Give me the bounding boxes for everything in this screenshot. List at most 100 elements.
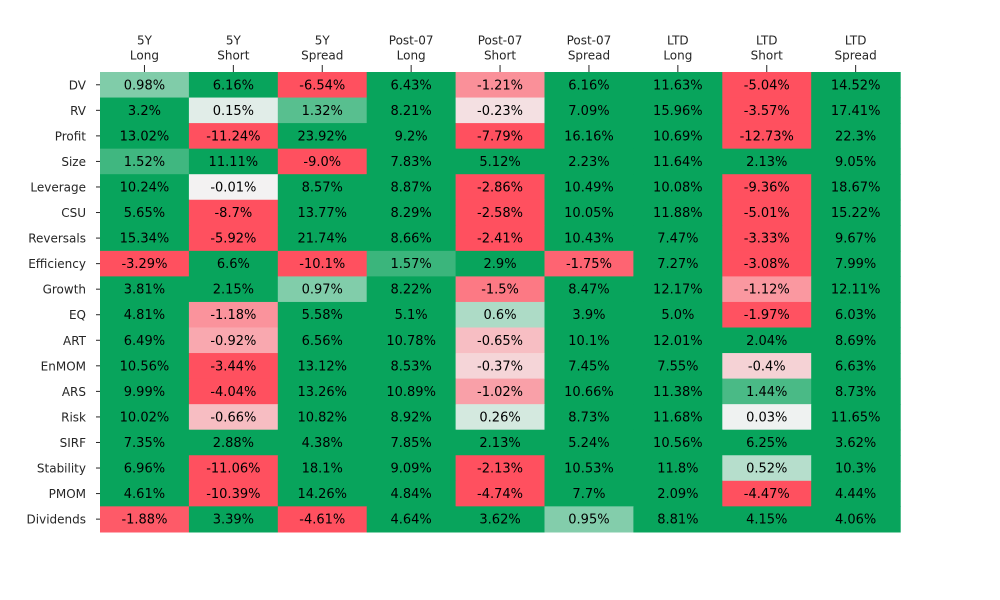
- cell-value-label: 8.53%: [390, 359, 431, 374]
- heatmap-cell: [188, 301, 279, 329]
- cell-value-label: 10.66%: [564, 385, 614, 400]
- cell-value-label: 2.23%: [568, 155, 609, 170]
- cell-value-label: -10.39%: [206, 487, 260, 502]
- cell-value-label: 4.15%: [746, 513, 787, 528]
- cell-value-label: 2.15%: [213, 283, 254, 298]
- heatmap-cell: [722, 72, 812, 99]
- heatmap-cell: [100, 276, 190, 303]
- heatmap-cell: [722, 353, 812, 380]
- cell-value-label: 7.45%: [568, 359, 609, 374]
- heatmap-cell: [100, 353, 190, 380]
- heatmap-cell: [277, 174, 368, 201]
- heatmap-cell: [722, 378, 812, 405]
- heatmap-cell: [633, 353, 723, 380]
- cell-value-label: 4.44%: [835, 487, 876, 502]
- cell-value-label: 3.81%: [124, 283, 165, 298]
- cell-value-label: 0.95%: [568, 513, 609, 528]
- cell-value-label: 8.87%: [390, 180, 431, 195]
- cell-value-label: 4.06%: [835, 513, 876, 528]
- cell-value-label: 5.1%: [395, 308, 428, 323]
- cell-value-label: 10.02%: [120, 410, 170, 425]
- heatmap-cell: [811, 250, 901, 277]
- column-tick-label: 5Y: [226, 34, 242, 48]
- heatmap-cell: [455, 225, 546, 252]
- cell-value-label: 1.57%: [390, 257, 431, 272]
- column-tick-label: LTD: [845, 34, 867, 48]
- heatmap-cell: [633, 506, 723, 533]
- heatmap-cell: [366, 378, 457, 405]
- cell-value-label: 9.09%: [390, 462, 431, 477]
- heatmap-cell: [366, 455, 457, 482]
- heatmap-cell: [366, 199, 457, 226]
- heatmap-cell: [722, 455, 812, 482]
- heatmap-cell: [277, 327, 368, 354]
- cell-value-label: -5.01%: [744, 206, 790, 221]
- heatmap-cell: [100, 506, 190, 533]
- heatmap-cell: [100, 404, 190, 431]
- cell-value-label: 6.16%: [568, 78, 609, 93]
- heatmap-cell: [811, 506, 901, 533]
- heatmap-cell: [188, 250, 279, 277]
- heatmap-cell: [455, 199, 546, 226]
- heatmap-cell: [188, 378, 279, 405]
- heatmap-cell: [722, 480, 812, 507]
- row-tick-label: CSU: [61, 206, 86, 220]
- cell-value-label: 7.47%: [657, 232, 698, 247]
- cell-value-label: 11.11%: [209, 155, 259, 170]
- cell-value-label: 5.0%: [661, 308, 694, 323]
- cell-value-label: 1.52%: [124, 155, 165, 170]
- heatmap-cell: [544, 276, 634, 303]
- heatmap-cell: [455, 72, 546, 99]
- cell-value-label: -8.7%: [214, 206, 252, 221]
- heatmap-cell: [277, 353, 368, 380]
- column-tick-label: Spread: [568, 49, 610, 63]
- heatmap-cell: [633, 327, 723, 354]
- cell-value-label: 11.65%: [831, 410, 881, 425]
- cell-value-label: 2.09%: [657, 487, 698, 502]
- heatmap-cell: [544, 250, 634, 277]
- cell-value-label: -0.65%: [477, 334, 523, 349]
- heatmap-cell: [188, 199, 279, 226]
- cell-value-label: 22.3%: [835, 129, 876, 144]
- heatmap-cell: [188, 480, 279, 507]
- column-tick-label: Spread: [835, 49, 877, 63]
- heatmap-cell: [811, 301, 901, 329]
- heatmap-cell: [544, 148, 634, 175]
- heatmap-cell: [366, 480, 457, 507]
- cell-value-label: 8.22%: [390, 283, 431, 298]
- cell-value-label: 15.22%: [831, 206, 881, 221]
- heatmap-cell: [455, 429, 546, 456]
- cell-value-label: -1.02%: [477, 385, 523, 400]
- cell-value-label: 0.26%: [479, 410, 520, 425]
- row-tick-label: Size: [61, 155, 86, 169]
- cell-value-label: 7.35%: [124, 436, 165, 451]
- cell-value-label: 0.52%: [746, 462, 787, 477]
- heatmap-cell: [455, 174, 546, 201]
- cell-value-label: -2.86%: [477, 180, 523, 195]
- heatmap-cell: [366, 353, 457, 380]
- heatmap-cell: [722, 301, 812, 329]
- heatmap-cell: [366, 148, 457, 175]
- heatmap-cell: [544, 506, 634, 533]
- heatmap-cell: [722, 506, 812, 533]
- cell-value-label: 7.09%: [568, 104, 609, 119]
- heatmap-cell: [277, 506, 368, 533]
- cell-value-label: -3.57%: [744, 104, 790, 119]
- column-tick-label: Post-07: [478, 34, 523, 48]
- cell-value-label: 23.92%: [297, 129, 347, 144]
- cell-value-label: 9.2%: [395, 129, 428, 144]
- cell-value-label: 3.2%: [128, 104, 161, 119]
- cell-value-label: 11.64%: [653, 155, 703, 170]
- column-tick-label: Long: [130, 49, 159, 63]
- cell-value-label: 5.12%: [479, 155, 520, 170]
- cell-value-label: 10.49%: [564, 180, 614, 195]
- heatmap-cell: [722, 199, 812, 226]
- row-tick-label: Leverage: [30, 180, 86, 194]
- heatmap-cell: [811, 480, 901, 507]
- cell-value-label: 8.21%: [390, 104, 431, 119]
- heatmap-cell: [188, 225, 279, 252]
- cell-value-label: 10.43%: [564, 232, 614, 247]
- cell-value-label: 13.12%: [297, 359, 347, 374]
- heatmap-cell: [633, 455, 723, 482]
- heatmap-cell: [188, 353, 279, 380]
